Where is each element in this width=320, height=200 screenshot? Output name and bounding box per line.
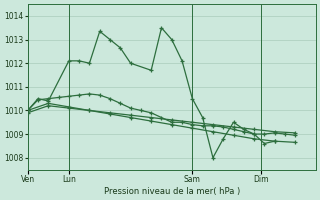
X-axis label: Pression niveau de la mer( hPa ): Pression niveau de la mer( hPa ) bbox=[104, 187, 240, 196]
